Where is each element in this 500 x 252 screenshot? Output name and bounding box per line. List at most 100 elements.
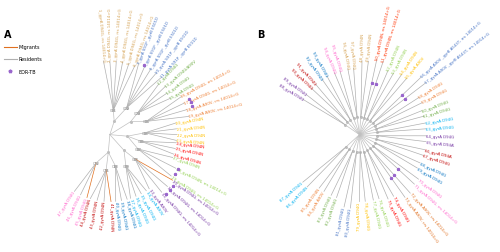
Text: 81_gyrA D94G: 81_gyrA D94G (336, 207, 346, 235)
Text: 23_gyrA D94N: 23_gyrA D94N (176, 139, 204, 145)
Text: 45_gyrA D94G: 45_gyrA D94G (76, 197, 89, 225)
Text: 97_gyrA D94G: 97_gyrA D94G (349, 40, 356, 69)
Text: 85_gyrA D94N: 85_gyrA D94N (300, 187, 321, 212)
Text: 58_gyrA D94G: 58_gyrA D94G (418, 81, 444, 100)
Text: 10_gyrA S91P _gyrB E501D: 10_gyrA S91P _gyrB E501D (155, 30, 190, 75)
Text: 36_gyrA D94G: 36_gyrA D94G (134, 196, 149, 223)
Text: Residents: Residents (18, 57, 42, 62)
Text: 17_gyrA D94G, rrs 14014>G: 17_gyrA D94G, rrs 14014>G (184, 80, 237, 105)
Text: C01: C01 (110, 109, 117, 113)
Text: 87_gyrA D94G: 87_gyrA D94G (280, 181, 304, 202)
Text: 22_gyrA D94N: 22_gyrA D94N (177, 133, 205, 137)
Text: 8_gyrA S91P _gyrB E501D: 8_gyrA S91P _gyrB E501D (143, 20, 170, 67)
Text: 60_gyrA D94G: 60_gyrA D94G (421, 99, 449, 113)
Text: 9_gyrA S91P _gyrB E501D: 9_gyrA S91P _gyrB E501D (149, 25, 180, 71)
Text: 6_gyrA D94G, rrs 14014>G: 6_gyrA D94G, rrs 14014>G (134, 15, 156, 67)
Text: C05: C05 (142, 131, 148, 135)
Text: 52_gyrA D94N: 52_gyrA D94N (386, 45, 402, 72)
Text: 93_gyrA D94G: 93_gyrA D94G (312, 51, 328, 78)
Text: 39_gyrA D94G: 39_gyrA D94G (120, 200, 128, 229)
Text: 66_gyrA D94A: 66_gyrA D94A (424, 148, 452, 158)
Text: 29_gyrA D94G, rrs 14014>G: 29_gyrA D94G, rrs 14014>G (170, 175, 219, 209)
Text: 15_gyrA D94G: 15_gyrA D94G (169, 83, 196, 101)
Text: 56_gyrA A90V _gyrB A543T, rrs 14014>G: 56_gyrA A90V _gyrB A543T, rrs 14014>G (420, 21, 482, 79)
Text: 35_gyrA D94G: 35_gyrA D94G (140, 193, 156, 220)
Text: 19_gyrA A90V, rrs 14014>G: 19_gyrA A90V, rrs 14014>G (188, 103, 243, 119)
Text: 30_gyrA D94G, rrs 14014>G: 30_gyrA D94G, rrs 14014>G (172, 179, 219, 215)
Text: 48_gyrA D94N: 48_gyrA D94N (360, 34, 365, 61)
Text: 70_gyrA D94G: 70_gyrA D94G (418, 178, 442, 198)
Text: C11: C11 (102, 168, 110, 172)
Text: 82_gyrA D94G: 82_gyrA D94G (325, 197, 338, 225)
Text: 26_gyrA D94N: 26_gyrA D94N (173, 153, 201, 165)
Text: 11_gyrA S91P _gyrB E501D: 11_gyrA S91P _gyrB E501D (160, 37, 199, 79)
Text: A: A (4, 30, 12, 40)
Text: 38_gyrA D94G: 38_gyrA D94G (125, 199, 136, 227)
Text: 71_gyrA D94G, rrs 14014>G: 71_gyrA D94G, rrs 14014>G (413, 183, 458, 223)
Text: 94_gyrA D94G: 94_gyrA D94G (322, 46, 336, 74)
Text: 27_gyrA D94N: 27_gyrA D94N (172, 156, 200, 169)
Text: 64_gyrA D94G: 64_gyrA D94G (426, 134, 454, 139)
Text: 42_gyrA D94N: 42_gyrA D94N (100, 201, 106, 230)
Text: 76_gyrA D94G: 76_gyrA D94G (377, 198, 389, 226)
Text: 3_gyrA D94G, rrs 14014>G: 3_gyrA D94G, rrs 14014>G (114, 8, 123, 62)
Text: 65_gyrA D94A: 65_gyrA D94A (426, 140, 454, 147)
Text: B: B (258, 30, 264, 40)
Text: 72_gyrA A90V, rrs 14014>G: 72_gyrA A90V, rrs 14014>G (408, 192, 448, 236)
Text: C12: C12 (92, 162, 100, 166)
Text: C06: C06 (138, 140, 144, 144)
Text: 21_gyrA D94N: 21_gyrA D94N (176, 125, 204, 131)
Text: 62_gyrA D94G: 62_gyrA D94G (425, 117, 454, 125)
Text: 80_gyrA D94G: 80_gyrA D94G (345, 208, 352, 236)
Text: 47_gyrA D94G: 47_gyrA D94G (58, 191, 76, 217)
Text: 78_gyrA D94G: 78_gyrA D94G (364, 201, 370, 230)
Text: 55_gyrA A90V: 55_gyrA A90V (406, 57, 426, 80)
Text: 90_gyrA D94G: 90_gyrA D94G (290, 68, 312, 90)
Text: 95_gyrA D94G: 95_gyrA D94G (330, 44, 342, 72)
Text: 74_gyrA D94G: 74_gyrA D94G (392, 196, 409, 222)
Text: 13_gyrA D94G/A90V: 13_gyrA D94G/A90V (164, 59, 197, 88)
Text: 34_gyrA A90V: 34_gyrA A90V (144, 190, 163, 215)
Text: 20_gyrA D94N: 20_gyrA D94N (176, 117, 204, 125)
Text: 61_gyrA D94G: 61_gyrA D94G (423, 107, 452, 119)
Text: Migrants: Migrants (18, 45, 40, 50)
Text: 63_gyrA D94G: 63_gyrA D94G (426, 125, 454, 131)
Text: 92_gyrA D94G: 92_gyrA D94G (304, 55, 324, 81)
Text: 88_gyrA D94G: 88_gyrA D94G (278, 83, 304, 102)
Text: EDR-TB: EDR-TB (18, 70, 36, 74)
Text: 53_gyrA D94N: 53_gyrA D94N (392, 48, 409, 75)
Text: 68_gyrA D94G: 68_gyrA D94G (419, 162, 446, 177)
Text: 46_gyrA D94G: 46_gyrA D94G (66, 194, 82, 221)
Text: 59_gyrA D94G: 59_gyrA D94G (422, 89, 448, 105)
Text: 91_gyrA D94G: 91_gyrA D94G (296, 62, 317, 86)
Text: 41_gyrA D94N: 41_gyrA D94N (109, 202, 114, 230)
Text: C09: C09 (122, 164, 130, 168)
Text: 79_gyrA D94G: 79_gyrA D94G (358, 202, 362, 230)
Text: 96_gyrA D94G: 96_gyrA D94G (341, 41, 350, 70)
Text: 43_gyrA D94N: 43_gyrA D94N (90, 200, 99, 228)
Text: 40_gyrA D94G: 40_gyrA D94G (114, 201, 120, 230)
Text: 83_gyrA D94G: 83_gyrA D94G (318, 195, 333, 222)
Text: 14_gyrA D94G: 14_gyrA D94G (166, 76, 191, 96)
Text: 24_gyrA D94N: 24_gyrA D94N (176, 141, 204, 149)
Text: 49_gyrA D94N: 49_gyrA D94N (366, 34, 374, 62)
Text: 31_gyrA D94G, rrs 14014>G: 31_gyrA D94G, rrs 14014>G (166, 185, 210, 226)
Text: 37_gyrA D94G: 37_gyrA D94G (128, 198, 141, 226)
Text: 69_gyrA D94G: 69_gyrA D94G (416, 167, 443, 184)
Text: 51_gyrA D94N, rrs 14014>G: 51_gyrA D94N, rrs 14014>G (382, 8, 402, 62)
Text: 1_gyrA D94G, rrs 14014>G: 1_gyrA D94G, rrs 14014>G (96, 8, 106, 62)
Text: 44_gyrA D94N: 44_gyrA D94N (80, 198, 92, 226)
Text: 2_gyrA D94G, rrs 14014>G: 2_gyrA D94G, rrs 14014>G (108, 8, 112, 61)
Text: 67_gyrA D94G: 67_gyrA D94G (422, 154, 450, 166)
Text: 28_gyrA D94N, rrs 14014>G: 28_gyrA D94N, rrs 14014>G (175, 167, 227, 196)
Text: 75_gyrA D94G: 75_gyrA D94G (386, 198, 402, 226)
Text: 33_gyrA A90V: 33_gyrA A90V (148, 188, 167, 212)
Text: 73_gyrA A90V, rrs 14014>G: 73_gyrA A90V, rrs 14014>G (404, 196, 439, 243)
Text: 50_gyrA D94N, rrs 14014>G: 50_gyrA D94N, rrs 14014>G (375, 5, 392, 60)
Text: 25_gyrA D94N: 25_gyrA D94N (175, 147, 203, 157)
Text: C04: C04 (142, 120, 150, 124)
Text: 18_gyrA A90V, rrs 14014>G: 18_gyrA A90V, rrs 14014>G (186, 91, 240, 112)
Text: C07: C07 (134, 147, 141, 151)
Text: 54_gyrA D94N: 54_gyrA D94N (400, 51, 419, 76)
Text: 5_gyrA D94G, rrs 14014>G: 5_gyrA D94G, rrs 14014>G (127, 12, 145, 65)
